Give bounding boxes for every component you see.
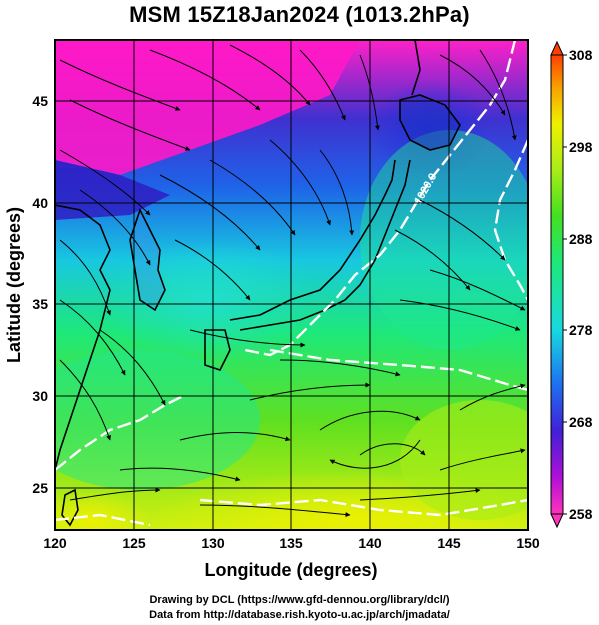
map-title: MSM 15Z18Jan2024 (1013.2hPa) [129, 2, 470, 27]
colorbar-tick-label: 288 [569, 231, 593, 247]
y-tick-label: 25 [32, 480, 48, 496]
isobar-contours [55, 40, 528, 527]
x-tick-label: 145 [437, 535, 461, 551]
x-tick-label: 150 [516, 535, 540, 551]
colorbar-tick-label: 298 [569, 139, 593, 155]
y-tick-label: 30 [32, 388, 48, 404]
colorbar-tick-label: 278 [569, 322, 593, 338]
x-tick-label: 135 [279, 535, 303, 551]
x-axis-label: Longitude (degrees) [204, 560, 377, 580]
x-tick-label: 125 [122, 535, 146, 551]
colorbar-top-triangle [550, 40, 564, 56]
y-tick-labels: 25 30 35 40 45 [32, 93, 48, 496]
plot-frame [54, 39, 529, 531]
coastlines [55, 40, 461, 527]
y-tick-label: 35 [32, 296, 48, 312]
lat-lon-grid [55, 40, 528, 530]
credit-drawing: Drawing by DCL (https://www.gfd-dennou.o… [149, 594, 450, 606]
colorbar-bottom-triangle [550, 513, 564, 529]
credit-data: Data from http://database.rish.kyoto-u.a… [149, 609, 450, 621]
x-tick-label: 140 [358, 535, 382, 551]
y-axis-label: Latitude (degrees) [4, 207, 24, 363]
y-tick-label: 40 [32, 195, 48, 211]
x-tick-label: 130 [201, 535, 225, 551]
colorbar-scale [550, 54, 564, 515]
x-tick-labels: 120 125 130 135 140 145 150 [43, 535, 540, 551]
colorbar-tick-label: 258 [569, 506, 593, 522]
colorbar-tick-label: 268 [569, 414, 593, 430]
colorbar-tick-label: 308 [569, 47, 593, 63]
colorbar: 258 268 278 288 298 308 [550, 40, 593, 529]
x-tick-label: 120 [43, 535, 67, 551]
y-tick-label: 45 [32, 93, 48, 109]
